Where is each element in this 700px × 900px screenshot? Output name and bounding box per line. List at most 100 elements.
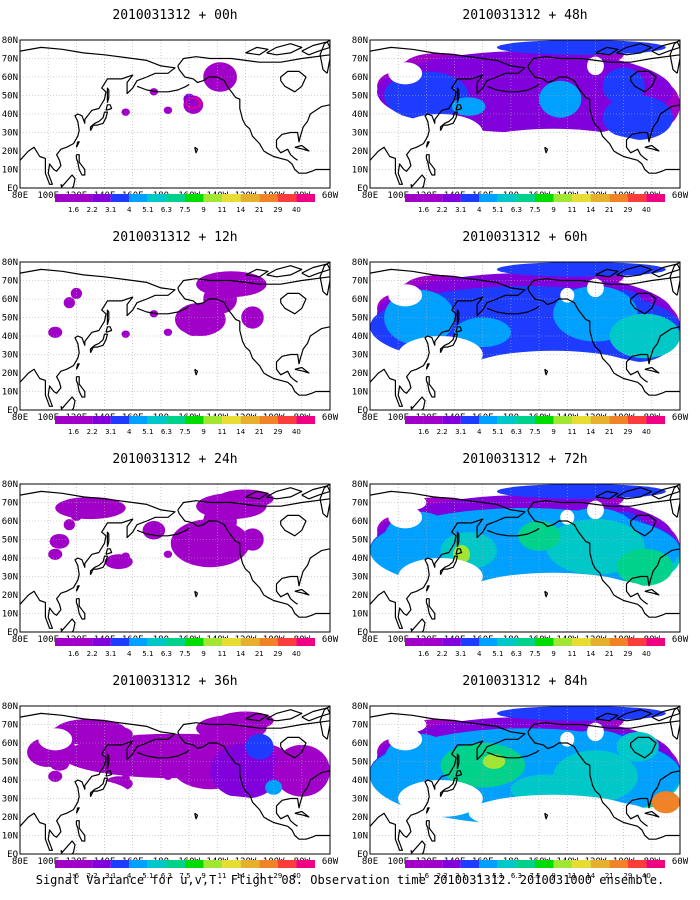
coastline xyxy=(136,749,190,759)
colorbar-label: 2.2 xyxy=(87,428,98,436)
colorbar-swatch xyxy=(646,194,665,202)
colorbar-swatch xyxy=(73,416,93,424)
coastline xyxy=(370,490,526,629)
colorbar-swatch xyxy=(277,416,297,424)
lat-tick-label: 60N xyxy=(2,295,18,305)
coastline xyxy=(194,368,199,376)
colorbar-swatch xyxy=(259,860,278,868)
colorbar-swatch xyxy=(129,860,148,868)
colorbar-label: 40 xyxy=(642,872,651,880)
variance-region xyxy=(149,310,159,318)
colorbar-swatch xyxy=(147,638,167,646)
lat-tick-label: EQ xyxy=(357,628,368,638)
colorbar-swatch xyxy=(185,416,204,424)
colorbar-label: 11 xyxy=(218,428,227,436)
coastline xyxy=(275,326,330,383)
colorbar-label: 4 xyxy=(477,206,482,214)
lat-tick-label: 80N xyxy=(352,702,368,712)
coastline xyxy=(486,749,540,759)
panel-title: 2010031312 + 24h xyxy=(112,452,238,467)
coastline xyxy=(106,753,110,770)
variance-region xyxy=(149,88,159,96)
colorbar-label: 2.2 xyxy=(437,428,448,436)
lat-tick-label: 80N xyxy=(2,702,18,712)
coastline xyxy=(425,154,436,176)
colorbar-swatch xyxy=(92,416,111,424)
lat-tick-label: 20N xyxy=(2,591,18,601)
coastline xyxy=(439,555,459,575)
colorbar-swatch xyxy=(296,194,315,202)
lon-tick-label: 100E xyxy=(387,635,409,645)
colorbar: 1.6 2.2 3.1 4 5.1 6.3 7.5 9 11 14 21 29 40 xyxy=(55,194,315,214)
lat-tick-label: 70N xyxy=(352,721,368,731)
coastline xyxy=(319,706,330,740)
variance-region xyxy=(451,97,486,116)
colorbar-label: 7.5 xyxy=(529,206,540,214)
coastline xyxy=(280,70,307,93)
coastline xyxy=(595,712,619,722)
colorbar-label: 21 xyxy=(255,872,264,880)
colorbar-label: 2.2 xyxy=(87,872,98,880)
lon-tick-label: 80E xyxy=(12,191,28,201)
colorbar-swatch xyxy=(296,638,315,646)
colorbar-swatch xyxy=(423,194,443,202)
colorbar-swatch xyxy=(259,638,278,646)
colorbar-swatch xyxy=(516,194,535,202)
variance-region xyxy=(121,330,130,338)
coastline xyxy=(527,731,680,840)
colorbar-swatch xyxy=(535,416,554,424)
coastline xyxy=(669,706,680,740)
coastline xyxy=(630,514,657,537)
map-plot: 80N70N60N50N40N30N20N10NEQ80E100E120E140… xyxy=(352,480,689,645)
colorbar-label: 5.1 xyxy=(492,650,503,658)
coastline xyxy=(294,144,310,152)
colorbar-label: 2.2 xyxy=(87,650,98,658)
coastline xyxy=(60,174,76,188)
colorbar-swatch xyxy=(277,860,297,868)
panel-title: 2010031312 + 36h xyxy=(112,674,238,689)
colorbar-label: 14 xyxy=(236,872,245,880)
lat-tick-label: EQ xyxy=(7,850,18,860)
lat-tick-label: 10N xyxy=(352,610,368,620)
coastline xyxy=(89,333,109,353)
lat-tick-label: 20N xyxy=(2,813,18,823)
coastline xyxy=(20,268,176,407)
coastline xyxy=(75,598,86,620)
coastline xyxy=(651,485,680,500)
map-plot: 80N70N60N50N40N30N20N10NEQ80E100E120E140… xyxy=(352,258,689,423)
colorbar-label: 3.1 xyxy=(105,206,116,214)
colorbar-swatch xyxy=(572,194,591,202)
colorbar-label: 29 xyxy=(273,872,282,880)
coastline xyxy=(410,396,426,410)
colorbar-swatch xyxy=(147,194,167,202)
coastline xyxy=(595,46,619,56)
lat-tick-label: 80N xyxy=(352,258,368,268)
coastline xyxy=(370,268,526,407)
colorbar-label: 6.3 xyxy=(161,872,172,880)
coastline xyxy=(75,141,80,148)
coastline xyxy=(89,777,109,797)
variance-region xyxy=(241,306,264,329)
colorbar-label: 21 xyxy=(255,206,264,214)
lat-tick-label: 60N xyxy=(352,739,368,749)
coastline xyxy=(280,736,307,759)
coastline xyxy=(527,498,680,511)
colorbar-swatch xyxy=(110,860,130,868)
coastline xyxy=(370,46,526,185)
colorbar-label: 1.6 xyxy=(418,650,430,658)
coastline xyxy=(177,276,330,289)
coastline xyxy=(60,840,76,854)
colorbar-label: 29 xyxy=(273,650,282,658)
map-panel: 2010031312 + 48h 80N 70N 60N 50N 40N 30N 20N 10N… xyxy=(350,0,700,222)
colorbar-label: 4 xyxy=(127,872,132,880)
coastline xyxy=(136,83,190,93)
colorbar-label: 40 xyxy=(292,872,301,880)
lat-tick-label: 40N xyxy=(352,332,368,342)
colorbar-swatch xyxy=(185,194,204,202)
colorbar-swatch xyxy=(553,860,573,868)
panel-title: 2010031312 + 84h xyxy=(462,674,588,689)
lat-tick-label: 60N xyxy=(2,73,18,83)
map-plot: 80N70N60N50N40N30N20N10NEQ80E100E120E140… xyxy=(2,36,339,201)
colorbar-swatch xyxy=(240,416,260,424)
lat-tick-label: 80N xyxy=(2,258,18,268)
